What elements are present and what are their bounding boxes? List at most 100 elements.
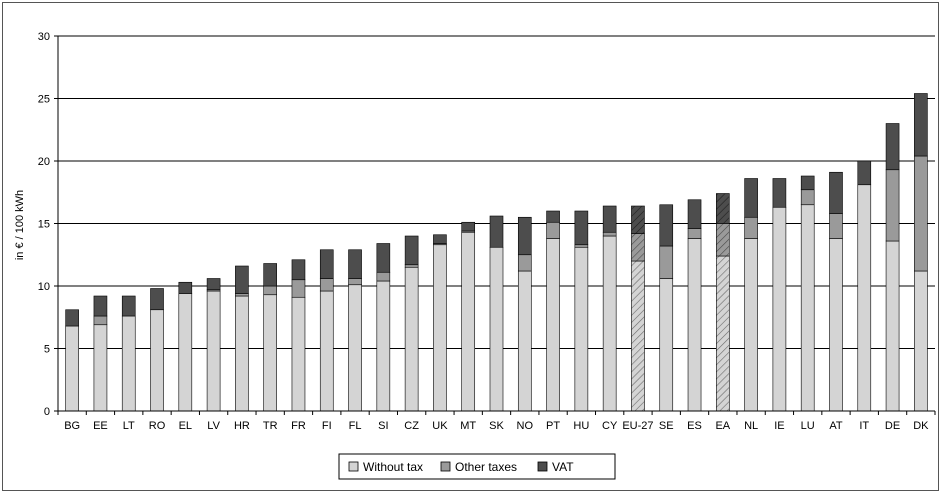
- bar-segment-vat: [178, 281, 193, 294]
- x-tick-label: SI: [378, 420, 388, 432]
- bar-segment-other-taxes: [235, 293, 249, 297]
- bar-segment-without-tax: [291, 296, 306, 412]
- y-tick-label: 25: [38, 94, 50, 106]
- bar-segment-vat: [772, 178, 787, 208]
- bar-segment-without-tax: [800, 204, 815, 412]
- x-tick-label: UK: [432, 420, 448, 432]
- bar-segment-other-taxes: [659, 245, 674, 279]
- x-tick-label: HU: [573, 420, 589, 432]
- bar-segment-without-tax: [178, 293, 193, 412]
- bar-segment-without-tax: [829, 238, 843, 412]
- legend-swatch-other-taxes: [440, 461, 451, 472]
- bar-segment-without-tax: [121, 315, 136, 412]
- bar-segment-other-taxes: [631, 233, 645, 262]
- x-tick-label: HR: [234, 420, 250, 432]
- x-tick-label: FR: [291, 420, 306, 432]
- bar-segment-other-taxes: [93, 315, 108, 326]
- bar-segment-without-tax: [206, 290, 221, 412]
- x-tick-label: DE: [885, 420, 900, 432]
- y-tick-label: 15: [38, 219, 50, 231]
- legend-label-without-tax: Without tax: [363, 460, 423, 474]
- y-tick-label: 20: [38, 156, 50, 168]
- y-tick-label: 30: [38, 31, 50, 43]
- bar-segment-vat: [376, 243, 391, 273]
- bar-segment-vat: [602, 205, 617, 233]
- bar-segment-vat: [716, 193, 730, 224]
- bar-segment-other-taxes: [744, 216, 758, 239]
- bar-segment-vat: [263, 263, 277, 287]
- x-tick-label: MT: [460, 420, 476, 432]
- y-tick-label: 0: [44, 406, 50, 418]
- bar-segment-without-tax: [687, 238, 702, 412]
- bar-segment-other-taxes: [602, 231, 617, 237]
- legend-label-other-taxes: Other taxes: [455, 460, 517, 474]
- bar-segment-other-taxes: [716, 223, 730, 257]
- bar-segment-without-tax: [461, 231, 476, 412]
- bar-segment-vat: [659, 204, 674, 247]
- bar-segment-without-tax: [574, 246, 589, 412]
- legend-swatch-without-tax: [348, 461, 359, 472]
- bar-segment-without-tax: [546, 238, 560, 412]
- bar-segment-vat: [914, 93, 928, 157]
- bar-segment-other-taxes: [574, 244, 589, 248]
- x-tick-label: LV: [207, 420, 220, 432]
- bar-segment-vat: [433, 234, 447, 244]
- x-tick-label: EE: [93, 420, 108, 432]
- x-tick-label: ES: [687, 420, 702, 432]
- bar-segment-without-tax: [857, 184, 872, 412]
- legend-swatch-vat: [537, 461, 548, 472]
- axes: 0 5 10 15 20 25 30 BG EE LT RO EL LV HR TR FR FI FL SI CZ UK…: [38, 31, 936, 432]
- bar-segment-without-tax: [348, 284, 362, 412]
- bar-segment-vat: [235, 265, 249, 294]
- bar-segment-without-tax: [772, 206, 787, 412]
- bar-segment-without-tax: [602, 235, 617, 412]
- x-tick-label: SE: [659, 420, 674, 432]
- x-tick-label: NL: [744, 420, 758, 432]
- bar-segment-other-taxes: [885, 169, 900, 242]
- bar-segment-without-tax: [517, 270, 532, 412]
- x-tick-label: FL: [349, 420, 362, 432]
- bar-segment-other-taxes: [376, 271, 391, 282]
- bar-segment-vat: [348, 249, 362, 279]
- bar-segment-other-taxes: [829, 213, 843, 239]
- bar-segment-vat: [489, 215, 504, 248]
- x-tick-label: CZ: [404, 420, 419, 432]
- x-tick-label: IT: [859, 420, 869, 432]
- x-tick-label: SK: [489, 420, 504, 432]
- bar-segment-without-tax: [631, 260, 645, 412]
- bar-segment-vat: [631, 205, 645, 234]
- bar-segment-vat: [744, 178, 758, 218]
- bar-segment-vat: [829, 171, 843, 214]
- bar-segment-vat: [65, 309, 79, 327]
- bar-segment-without-tax: [404, 266, 419, 412]
- bar-segment-vat: [546, 210, 560, 223]
- x-tick-label: AT: [829, 420, 843, 432]
- x-tick-label: CY: [602, 420, 618, 432]
- bar-segment-other-taxes: [914, 155, 928, 272]
- bar-segment-without-tax: [319, 290, 334, 412]
- bar-segment-vat: [121, 295, 136, 317]
- bar-segment-without-tax: [716, 255, 730, 412]
- bar-segment-vat: [404, 235, 419, 266]
- y-tick-label: 10: [38, 281, 50, 293]
- bar-segment-without-tax: [885, 240, 900, 412]
- bar-segment-other-taxes: [517, 254, 532, 272]
- legend: Without tax Other taxes VAT: [338, 453, 616, 480]
- bar-segment-without-tax: [489, 246, 504, 412]
- bar-segment-vat: [206, 278, 221, 291]
- bar-segment-without-tax: [235, 295, 249, 412]
- bar-segment-vat: [517, 216, 532, 256]
- x-tick-label: BG: [64, 420, 80, 432]
- x-tick-label: EA: [715, 420, 730, 432]
- bar-segment-without-tax: [263, 294, 277, 412]
- x-tick-label: TR: [263, 420, 278, 432]
- bar-segment-without-tax: [376, 280, 391, 412]
- bar-segment-without-tax: [150, 309, 164, 412]
- bar-segment-vat: [93, 295, 108, 317]
- x-tick-label: LT: [123, 420, 135, 432]
- bar-segment-vat: [319, 249, 334, 279]
- bar-segment-vat: [574, 210, 589, 246]
- bar-segment-vat: [291, 259, 306, 281]
- bar-segment-other-taxes: [291, 279, 306, 298]
- y-axis-title: in € / 100 kWh: [14, 190, 26, 260]
